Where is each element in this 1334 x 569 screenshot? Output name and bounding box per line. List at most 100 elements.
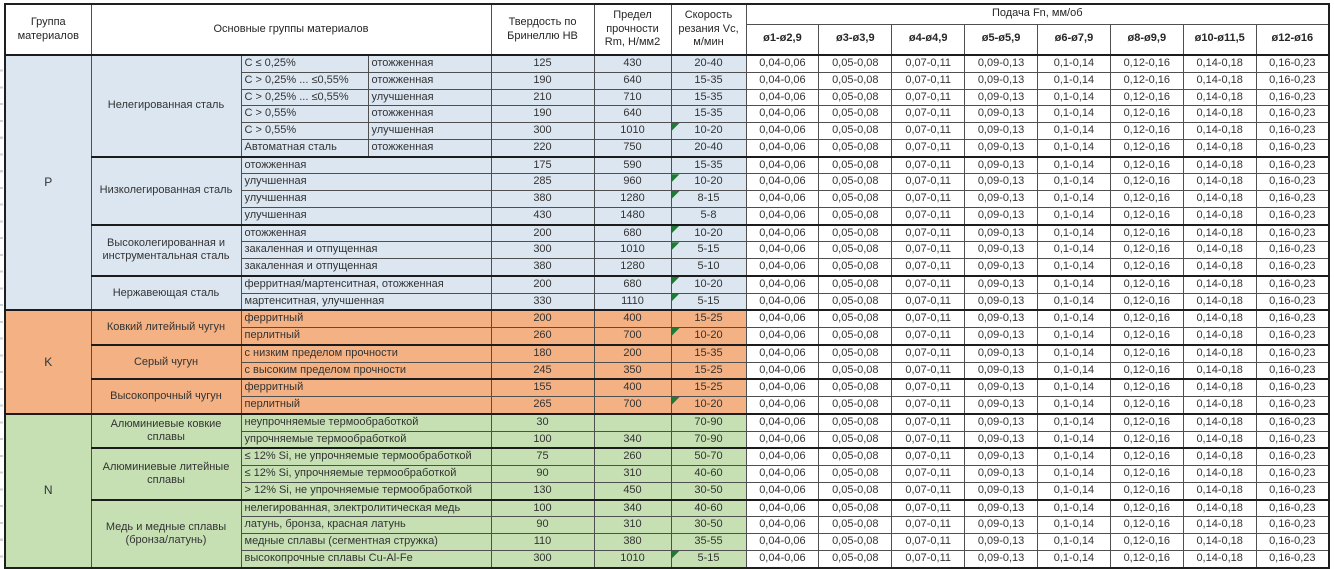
feed-value-cell-3[interactable]: 0,07-0,11 [891, 516, 966, 534]
feed-value-cell-2[interactable]: 0,05-0,08 [818, 122, 893, 140]
feed-value-cell-3[interactable]: 0,07-0,11 [891, 412, 966, 432]
hardness-hb-cell[interactable]: 90 [490, 516, 595, 534]
feed-value-cell-4[interactable]: 0,09-0,13 [964, 88, 1038, 107]
feed-value-cell-7[interactable]: 0,14-0,18 [1182, 447, 1257, 467]
feed-value-cell-6[interactable]: 0,12-0,16 [1109, 326, 1184, 346]
feed-value-cell-6[interactable]: 0,12-0,16 [1109, 361, 1184, 380]
feed-value-cell-6[interactable]: 0,12-0,16 [1109, 430, 1184, 449]
feed-value-cell-6[interactable]: 0,12-0,16 [1109, 395, 1184, 415]
feed-value-cell-4[interactable]: 0,09-0,13 [964, 206, 1038, 226]
feed-value-cell-7[interactable]: 0,14-0,18 [1182, 343, 1257, 363]
feed-value-cell-1[interactable]: 0,04-0,06 [745, 257, 820, 277]
group-letter-cell[interactable]: N [4, 412, 92, 568]
feed-value-cell-2[interactable]: 0,05-0,08 [818, 447, 893, 467]
feed-value-cell-8[interactable]: 0,16-0,23 [1255, 155, 1330, 175]
feed-value-cell-8[interactable]: 0,16-0,23 [1255, 257, 1330, 277]
feed-value-cell-7[interactable]: 0,14-0,18 [1182, 122, 1257, 140]
feed-value-cell-1[interactable]: 0,04-0,06 [745, 395, 820, 415]
feed-value-cell-7[interactable]: 0,14-0,18 [1182, 395, 1257, 415]
feed-value-cell-7[interactable]: 0,14-0,18 [1182, 430, 1257, 449]
feed-value-cell-4[interactable]: 0,09-0,13 [964, 292, 1038, 311]
header-feed-diameter-1[interactable]: ø1-ø2,9 [745, 23, 820, 56]
feed-value-cell-1[interactable]: 0,04-0,06 [745, 378, 820, 398]
strength-rm-cell[interactable]: 680 [593, 274, 672, 294]
feed-value-cell-6[interactable]: 0,12-0,16 [1109, 105, 1184, 123]
strength-rm-cell[interactable] [593, 412, 672, 432]
feed-value-cell-7[interactable]: 0,14-0,18 [1182, 155, 1257, 175]
hardness-hb-cell[interactable]: 180 [490, 343, 595, 363]
feed-value-cell-2[interactable]: 0,05-0,08 [818, 138, 893, 158]
strength-rm-cell[interactable]: 260 [593, 447, 672, 467]
condition-state-cell[interactable]: улучшенная [367, 122, 492, 140]
condition-cell[interactable]: C ≤ 0,25% [240, 53, 369, 73]
feed-value-cell-2[interactable]: 0,05-0,08 [818, 412, 893, 432]
feed-value-cell-5[interactable]: 0,1-0,14 [1037, 516, 1111, 534]
condition-cell[interactable]: улучшенная [240, 206, 492, 226]
feed-value-cell-2[interactable]: 0,05-0,08 [818, 516, 893, 534]
feed-value-cell-5[interactable]: 0,1-0,14 [1037, 533, 1111, 551]
condition-cell[interactable]: ферритная/мартенситная, отожженная [240, 274, 492, 294]
feed-value-cell-8[interactable]: 0,16-0,23 [1255, 309, 1330, 329]
hardness-hb-cell[interactable]: 100 [490, 498, 595, 518]
strength-rm-cell[interactable]: 1110 [593, 292, 672, 311]
condition-cell[interactable]: ≤ 12% Si, упрочняемые термообработкой [240, 465, 492, 483]
feed-value-cell-3[interactable]: 0,07-0,11 [891, 498, 966, 518]
feed-value-cell-4[interactable]: 0,09-0,13 [964, 223, 1038, 243]
feed-value-cell-4[interactable]: 0,09-0,13 [964, 173, 1038, 191]
feed-value-cell-7[interactable]: 0,14-0,18 [1182, 88, 1257, 107]
hardness-hb-cell[interactable]: 300 [490, 241, 595, 259]
feed-value-cell-2[interactable]: 0,05-0,08 [818, 53, 893, 73]
feed-value-cell-2[interactable]: 0,05-0,08 [818, 309, 893, 329]
strength-rm-cell[interactable]: 430 [593, 53, 672, 73]
condition-cell[interactable]: C > 0,25% ... ≤0,55% [240, 88, 369, 107]
feed-value-cell-7[interactable]: 0,14-0,18 [1182, 138, 1257, 158]
feed-value-cell-1[interactable]: 0,04-0,06 [745, 343, 820, 363]
strength-rm-cell[interactable]: 680 [593, 223, 672, 243]
feed-value-cell-7[interactable]: 0,14-0,18 [1182, 71, 1257, 90]
feed-value-cell-5[interactable]: 0,1-0,14 [1037, 241, 1111, 259]
feed-value-cell-1[interactable]: 0,04-0,06 [745, 155, 820, 175]
feed-value-cell-4[interactable]: 0,09-0,13 [964, 155, 1038, 175]
feed-value-cell-1[interactable]: 0,04-0,06 [745, 138, 820, 158]
feed-value-cell-3[interactable]: 0,07-0,11 [891, 173, 966, 191]
condition-state-cell[interactable]: отожженная [367, 53, 492, 73]
feed-value-cell-8[interactable]: 0,16-0,23 [1255, 481, 1330, 501]
feed-value-cell-6[interactable]: 0,12-0,16 [1109, 223, 1184, 243]
strength-rm-cell[interactable]: 710 [593, 88, 672, 107]
feed-value-cell-5[interactable]: 0,1-0,14 [1037, 292, 1111, 311]
feed-value-cell-2[interactable]: 0,05-0,08 [818, 292, 893, 311]
feed-value-cell-4[interactable]: 0,09-0,13 [964, 378, 1038, 398]
feed-value-cell-4[interactable]: 0,09-0,13 [964, 343, 1038, 363]
strength-rm-cell[interactable]: 340 [593, 498, 672, 518]
hardness-hb-cell[interactable]: 380 [490, 190, 595, 208]
feed-value-cell-7[interactable]: 0,14-0,18 [1182, 498, 1257, 518]
strength-rm-cell[interactable]: 1010 [593, 122, 672, 140]
feed-value-cell-7[interactable]: 0,14-0,18 [1182, 465, 1257, 483]
condition-cell[interactable]: мартенситная, улучшенная [240, 292, 492, 311]
condition-cell[interactable]: C > 0,55% [240, 105, 369, 123]
feed-value-cell-6[interactable]: 0,12-0,16 [1109, 447, 1184, 467]
feed-value-cell-5[interactable]: 0,1-0,14 [1037, 53, 1111, 73]
feed-value-cell-3[interactable]: 0,07-0,11 [891, 155, 966, 175]
feed-value-cell-7[interactable]: 0,14-0,18 [1182, 223, 1257, 243]
feed-value-cell-6[interactable]: 0,12-0,16 [1109, 122, 1184, 140]
feed-value-cell-8[interactable]: 0,16-0,23 [1255, 516, 1330, 534]
feed-value-cell-7[interactable]: 0,14-0,18 [1182, 53, 1257, 73]
feed-value-cell-1[interactable]: 0,04-0,06 [745, 533, 820, 551]
hardness-hb-cell[interactable]: 200 [490, 309, 595, 329]
condition-cell[interactable]: упрочняемые термообработкой [240, 430, 492, 449]
feed-value-cell-2[interactable]: 0,05-0,08 [818, 430, 893, 449]
feed-value-cell-1[interactable]: 0,04-0,06 [745, 53, 820, 73]
hardness-hb-cell[interactable]: 200 [490, 223, 595, 243]
feed-value-cell-3[interactable]: 0,07-0,11 [891, 274, 966, 294]
hardness-hb-cell[interactable]: 100 [490, 430, 595, 449]
strength-rm-cell[interactable]: 590 [593, 155, 672, 175]
condition-cell[interactable]: улучшенная [240, 190, 492, 208]
feed-value-cell-2[interactable]: 0,05-0,08 [818, 326, 893, 346]
feed-value-cell-4[interactable]: 0,09-0,13 [964, 361, 1038, 380]
condition-cell[interactable]: > 12% Si, не упрочняемые термообработкой [240, 481, 492, 501]
subgroup-name-cell[interactable]: Нелегированная сталь [90, 54, 242, 157]
condition-cell[interactable]: закаленная и отпущенная [240, 241, 492, 259]
feed-value-cell-8[interactable]: 0,16-0,23 [1255, 498, 1330, 518]
feed-value-cell-8[interactable]: 0,16-0,23 [1255, 274, 1330, 294]
